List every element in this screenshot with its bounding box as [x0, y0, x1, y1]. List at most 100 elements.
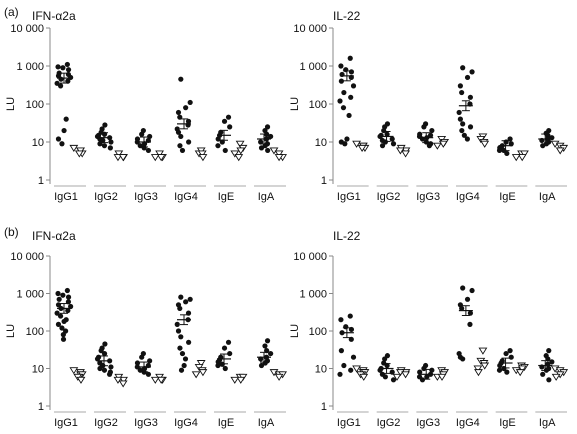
data-point-filled: [264, 338, 271, 344]
data-point-filled: [108, 364, 114, 370]
data-point-filled: [107, 145, 113, 151]
data-point-filled: [347, 55, 353, 61]
data-point-filled: [419, 377, 426, 383]
data-point-filled: [350, 354, 357, 360]
data-point-filled: [55, 64, 61, 70]
data-point-filled: [503, 139, 509, 145]
data-point-filled: [59, 325, 65, 331]
data-point-triangle: [76, 376, 86, 384]
category-label: IgE: [499, 417, 516, 429]
data-point-triangle: [118, 380, 128, 388]
data-point-filled: [343, 324, 349, 330]
data-point-filled: [549, 359, 555, 365]
data-point-triangle: [352, 365, 362, 373]
data-point-filled: [59, 141, 65, 147]
category-label: IgG3: [416, 417, 440, 429]
data-point-filled: [341, 89, 347, 96]
chart-title: IL-22: [333, 9, 361, 23]
chart-title: IL-22: [333, 229, 361, 243]
data-point-filled: [181, 362, 187, 369]
data-point-triangle: [69, 144, 79, 152]
data-point-triangle: [155, 150, 164, 158]
category-label: IgG4: [174, 191, 198, 203]
category-label: IgA: [539, 417, 556, 429]
y-tick-label: 1: [321, 401, 327, 413]
data-point-filled: [546, 348, 552, 354]
y-tick-label: 1 000: [299, 61, 327, 73]
data-point-filled: [55, 290, 61, 297]
data-point-filled: [508, 354, 514, 360]
data-point-filled: [460, 121, 466, 127]
data-point-filled: [97, 365, 103, 372]
data-point-triangle: [235, 140, 245, 148]
data-point-triangle: [197, 150, 207, 158]
data-point-filled: [145, 147, 152, 154]
data-point-triangle: [478, 347, 488, 355]
data-point-filled: [102, 341, 108, 347]
data-point-filled: [258, 139, 264, 145]
data-point-filled: [57, 313, 64, 319]
data-point-triangle: [515, 369, 525, 377]
data-point-filled: [496, 147, 503, 154]
category-label: IgE: [218, 417, 235, 429]
data-point-filled: [338, 317, 344, 323]
y-tick-label: 100: [26, 326, 44, 338]
category-label: IgG1: [337, 417, 361, 429]
data-point-filled: [507, 348, 513, 354]
data-point-filled: [222, 365, 228, 372]
data-point-filled: [469, 287, 475, 294]
data-point-triangle: [230, 150, 240, 158]
data-point-filled: [63, 116, 69, 122]
data-point-filled: [60, 292, 66, 298]
data-point-triangle: [196, 360, 206, 368]
data-point-filled: [101, 350, 108, 357]
data-point-filled: [338, 78, 344, 84]
data-point-filled: [264, 124, 271, 130]
data-point-filled: [464, 74, 471, 81]
data-point-filled: [145, 371, 152, 377]
data-point-filled: [540, 371, 546, 377]
data-point-filled: [177, 143, 183, 149]
category-label: IgG3: [134, 191, 158, 203]
data-point-filled: [139, 354, 145, 360]
data-point-filled: [94, 356, 101, 362]
data-point-filled: [338, 63, 344, 69]
data-point-filled: [57, 83, 64, 89]
data-point-triangle: [480, 362, 490, 370]
chart-a-il22: IL-22 LU 1 10 100 1 000 10 000 IgG1 IgG2 IgG3 IgG4…: [289, 9, 569, 203]
data-point-filled: [379, 143, 386, 149]
data-point-filled: [64, 287, 70, 294]
data-point-triangle: [113, 376, 123, 384]
y-tick-label: 10 000: [10, 23, 44, 35]
data-point-filled: [459, 305, 465, 312]
data-point-filled: [459, 127, 465, 134]
y-axis-label: LU: [5, 324, 17, 338]
data-point-filled: [508, 141, 514, 147]
data-point-filled: [337, 98, 343, 104]
data-point-filled: [55, 136, 62, 142]
data-point-filled: [183, 105, 189, 111]
data-point-triangle: [74, 150, 84, 158]
data-point-filled: [186, 339, 192, 345]
data-point-filled: [108, 139, 114, 145]
data-point-triangle: [352, 140, 362, 148]
data-point-filled: [464, 136, 470, 142]
data-point-filled: [382, 356, 388, 362]
category-label: IgG2: [377, 417, 401, 429]
y-tick-label: 1: [321, 175, 327, 187]
data-point-filled: [187, 296, 193, 302]
data-point-filled: [384, 362, 390, 369]
category-label: IgG2: [94, 417, 118, 429]
data-point-filled: [424, 374, 430, 380]
category-label: IgA: [258, 191, 275, 203]
data-point-filled: [384, 131, 390, 137]
data-point-filled: [348, 367, 354, 373]
data-point-triangle: [118, 154, 128, 162]
y-tick-label: 100: [309, 99, 327, 111]
category-label: IgG4: [174, 417, 198, 429]
y-axis-label: LU: [289, 324, 301, 338]
data-point-filled: [268, 133, 274, 140]
data-point-filled: [467, 310, 473, 316]
data-point-filled: [61, 318, 67, 325]
